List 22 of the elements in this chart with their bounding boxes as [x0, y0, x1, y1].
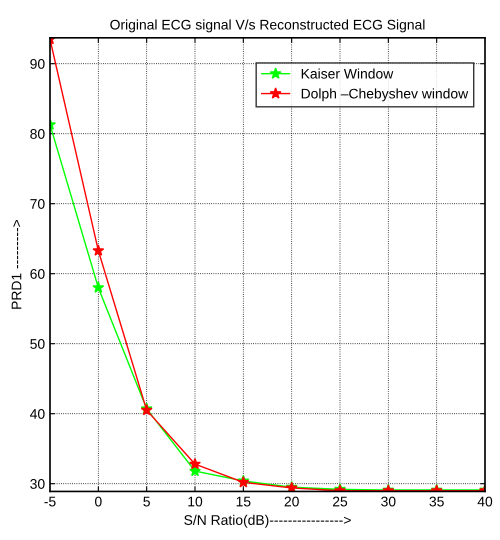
y-tick-label: 90 [30, 59, 45, 69]
x-axis-title: S/N Ratio(dB)----------------> [184, 514, 351, 528]
legend-label: Kaiser Window [302, 68, 394, 79]
x-tick-label: 25 [332, 496, 348, 506]
x-tick-label: -5 [44, 496, 56, 506]
y-tick-label: 30 [30, 479, 45, 489]
x-tick-label: 5 [143, 496, 150, 506]
x-tick-label: 40 [478, 496, 492, 506]
x-tick-label: 20 [284, 496, 299, 506]
y-tick-label: 70 [30, 199, 45, 209]
y-tick-label: 40 [30, 409, 45, 419]
y-tick-label: 80 [30, 129, 45, 139]
legend-label: Dolph –Chebyshev window [302, 88, 468, 102]
x-tick-label: 15 [236, 496, 250, 506]
y-tick-label: 50 [30, 339, 45, 349]
x-tick-label: 35 [429, 496, 444, 506]
y-tick-label: 60 [30, 269, 45, 279]
x-tick-label: 30 [381, 496, 396, 506]
chart-title: Original ECG signal V/s Reconstructed ECG Signal [110, 19, 424, 32]
x-tick-label: 10 [188, 496, 202, 506]
x-tick-label: 0 [95, 496, 102, 506]
y-axis-title: PRD1 ---------> [12, 220, 22, 309]
